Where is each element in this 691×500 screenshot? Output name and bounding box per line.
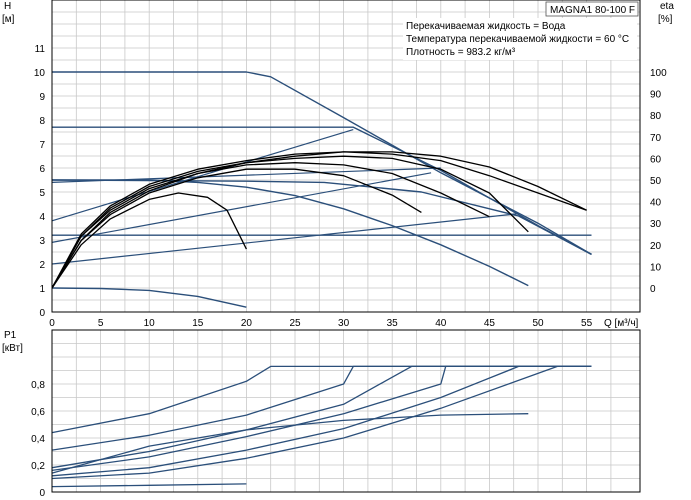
head-panel-ticks: 0 5 10 15 20 25 30 35 40 45 50 55012345678910110102… bbox=[34, 44, 667, 329]
power-tick-label: 0,2 bbox=[31, 461, 45, 472]
power-tick-label: 0 bbox=[39, 488, 45, 499]
info-background bbox=[403, 18, 637, 60]
y2-tick-label: 40 bbox=[650, 198, 662, 209]
power-tick-label: 0,8 bbox=[31, 380, 45, 391]
system-curve bbox=[51, 213, 519, 265]
y2-tick-label: 0 bbox=[650, 284, 656, 295]
power-panel-frame bbox=[51, 329, 641, 493]
x-tick-label: 5 bbox=[98, 318, 104, 329]
info-fluid: Перекачиваемая жидкость = Вода bbox=[406, 21, 566, 32]
y-tick-label: 9 bbox=[39, 92, 45, 103]
y2-tick-label: 30 bbox=[650, 219, 662, 230]
y-tick-label: 7 bbox=[39, 140, 45, 151]
head-curve bbox=[52, 71, 592, 256]
y2-axis-unit-eta: [%] bbox=[658, 14, 673, 25]
y2-tick-label: 10 bbox=[650, 262, 662, 273]
head-panel-frame bbox=[51, 0, 641, 313]
model-title: MAGNA1 80-100 F bbox=[550, 5, 635, 16]
y-axis-label-power: P1 bbox=[4, 330, 17, 341]
y2-tick-label: 90 bbox=[650, 90, 662, 101]
efficiency-curve bbox=[51, 151, 587, 289]
efficiency-curve bbox=[51, 192, 247, 289]
y2-tick-label: 80 bbox=[650, 111, 662, 122]
system-curve bbox=[51, 172, 432, 243]
head-curve bbox=[51, 179, 592, 256]
model-title-box bbox=[545, 1, 639, 17]
y2-tick-label: 70 bbox=[650, 133, 662, 144]
y2-tick-label: 50 bbox=[650, 176, 662, 187]
x-tick-label: 55 bbox=[581, 318, 593, 329]
power-curve bbox=[51, 365, 592, 480]
info-density: Плотность = 983.2 кг/м³ bbox=[406, 47, 516, 58]
y2-tick-label: 60 bbox=[650, 154, 662, 165]
y-tick-label: 1 bbox=[39, 284, 45, 295]
efficiency-curve bbox=[51, 155, 529, 289]
y-tick-label: 0 bbox=[39, 308, 45, 319]
power-panel-grid bbox=[52, 330, 640, 492]
x-tick-label: 25 bbox=[289, 318, 301, 329]
y2-tick-label: 100 bbox=[650, 68, 667, 79]
x-tick-label: 15 bbox=[192, 318, 204, 329]
y-axis-unit-power: [кВт] bbox=[2, 343, 23, 354]
power-curve bbox=[51, 483, 247, 488]
y-axis-label-head: H bbox=[4, 1, 11, 12]
x-tick-label: 20 bbox=[241, 318, 253, 329]
x-tick-label: 30 bbox=[338, 318, 350, 329]
x-tick-label: 50 bbox=[532, 318, 544, 329]
head-curve bbox=[52, 179, 529, 287]
system-curve bbox=[51, 129, 354, 222]
info-temperature: Температура перекачиваемой жидкости = 60… bbox=[406, 34, 629, 45]
y2-tick-label: 20 bbox=[650, 241, 662, 252]
y-tick-label: 8 bbox=[39, 116, 45, 127]
x-tick-label: 10 bbox=[144, 318, 156, 329]
efficiency-curve bbox=[51, 168, 422, 289]
x-tick-label: 35 bbox=[387, 318, 399, 329]
efficiency-curve bbox=[51, 162, 490, 289]
x-tick-label: 40 bbox=[435, 318, 447, 329]
y-tick-label: 2 bbox=[39, 260, 45, 271]
x-tick-label: 0 bbox=[49, 318, 55, 329]
power-panel-ticks: 0 0,2 0,4 0,6 0,8 bbox=[31, 380, 45, 499]
y-tick-label: 3 bbox=[39, 236, 45, 247]
power-curve bbox=[51, 365, 592, 451]
power-curve bbox=[51, 365, 592, 469]
y-axis-unit-head: [м] bbox=[2, 14, 15, 25]
y-tick-label: 11 bbox=[35, 44, 46, 55]
y-tick-label: 4 bbox=[39, 212, 45, 223]
head-curve bbox=[51, 287, 247, 308]
power-tick-label: 0,4 bbox=[31, 434, 45, 445]
x-axis-label: Q [м³/ч] bbox=[604, 318, 639, 329]
y-tick-label: 5 bbox=[39, 188, 45, 199]
power-curve bbox=[51, 365, 592, 477]
y-tick-label: 10 bbox=[34, 68, 46, 79]
y-tick-label: 6 bbox=[39, 164, 45, 175]
power-curve bbox=[51, 413, 529, 474]
power-tick-label: 0,6 bbox=[31, 407, 45, 418]
power-panel-curves bbox=[51, 365, 592, 488]
power-curve bbox=[51, 365, 592, 472]
y2-axis-label-eta: eta bbox=[660, 1, 674, 12]
head-panel-curves bbox=[51, 71, 592, 308]
x-tick-label: 45 bbox=[484, 318, 496, 329]
efficiency-curve bbox=[51, 151, 587, 289]
